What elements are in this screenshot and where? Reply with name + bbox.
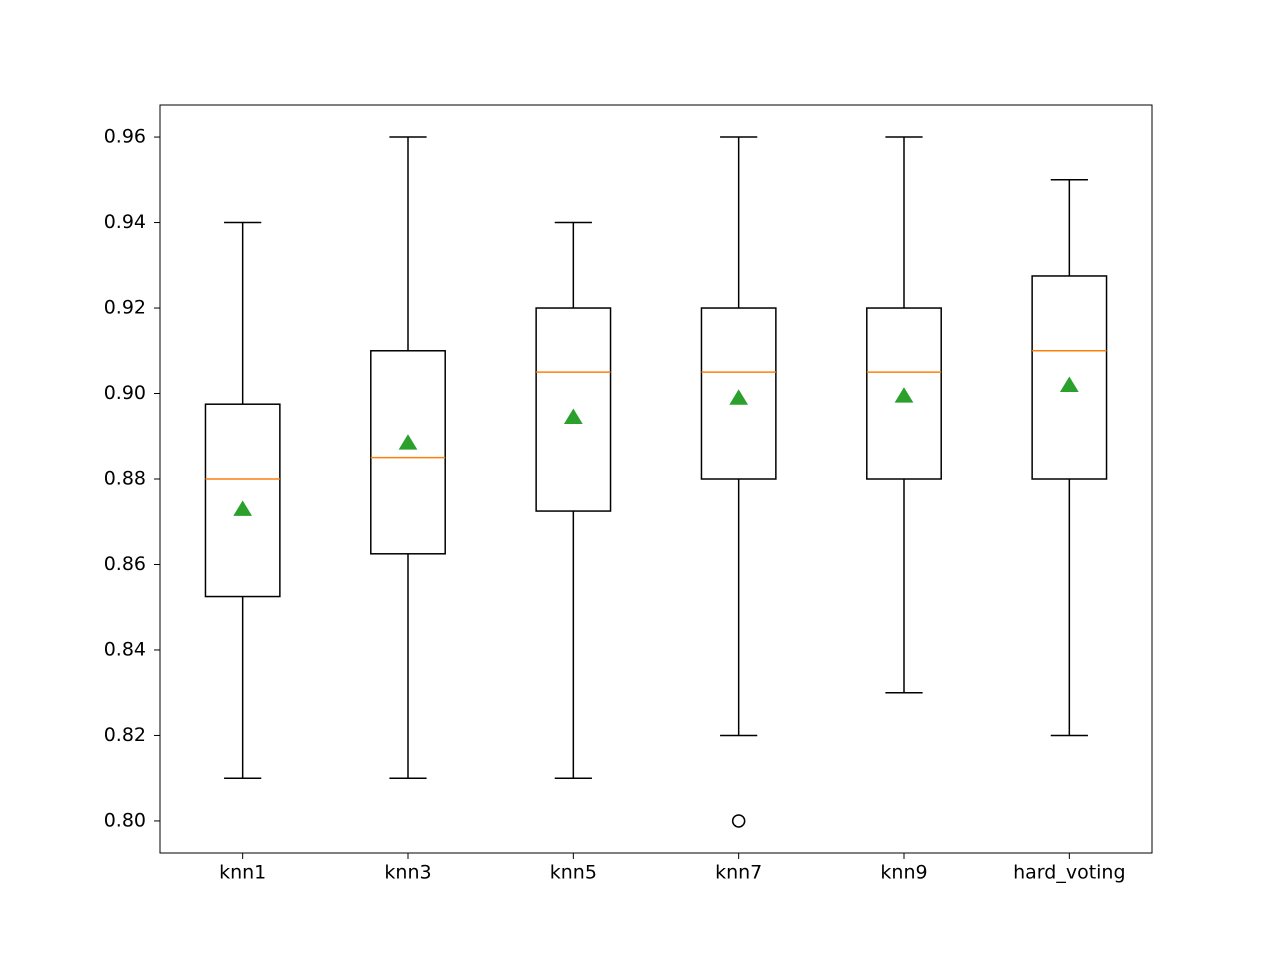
y-tick-label: 0.86: [104, 553, 146, 575]
boxplot-chart: 0.80 0.82 0.84 0.86 0.88 0.90 0.92 0.94 0.96 knn1…: [0, 0, 1280, 960]
mean-marker: [1061, 377, 1078, 391]
box-knn1: [205, 223, 279, 779]
y-tick-label: 0.94: [104, 211, 146, 233]
outlier-point: [733, 815, 745, 827]
x-tick-label: knn1: [219, 862, 266, 884]
box-rect: [371, 351, 445, 554]
x-tick-label: knn3: [384, 862, 431, 884]
y-tick-label: 0.80: [104, 809, 146, 831]
mean-marker: [896, 388, 913, 402]
x-tick-label: knn5: [550, 862, 597, 884]
box-knn9: [867, 137, 941, 693]
box-rect: [205, 404, 279, 596]
y-tick-label: 0.92: [104, 297, 146, 319]
box-knn3: [371, 137, 445, 778]
mean-marker: [400, 435, 417, 449]
box-knn5: [536, 223, 610, 779]
y-tick-label: 0.84: [104, 638, 146, 660]
mean-marker: [730, 390, 747, 404]
mean-marker: [565, 410, 582, 424]
y-tick-label: 0.88: [104, 468, 146, 490]
box-knn7: [701, 137, 775, 827]
y-tick-label: 0.96: [104, 126, 146, 148]
plot-area: [160, 105, 1152, 853]
x-tick-label: hard_voting: [1013, 862, 1125, 884]
x-tick-label: knn7: [715, 862, 762, 884]
mean-marker: [234, 501, 251, 515]
y-tick-label: 0.82: [104, 724, 146, 746]
box-hard_voting: [1032, 180, 1106, 736]
x-tick-label: knn9: [880, 862, 927, 884]
y-tick-label: 0.90: [104, 382, 146, 404]
